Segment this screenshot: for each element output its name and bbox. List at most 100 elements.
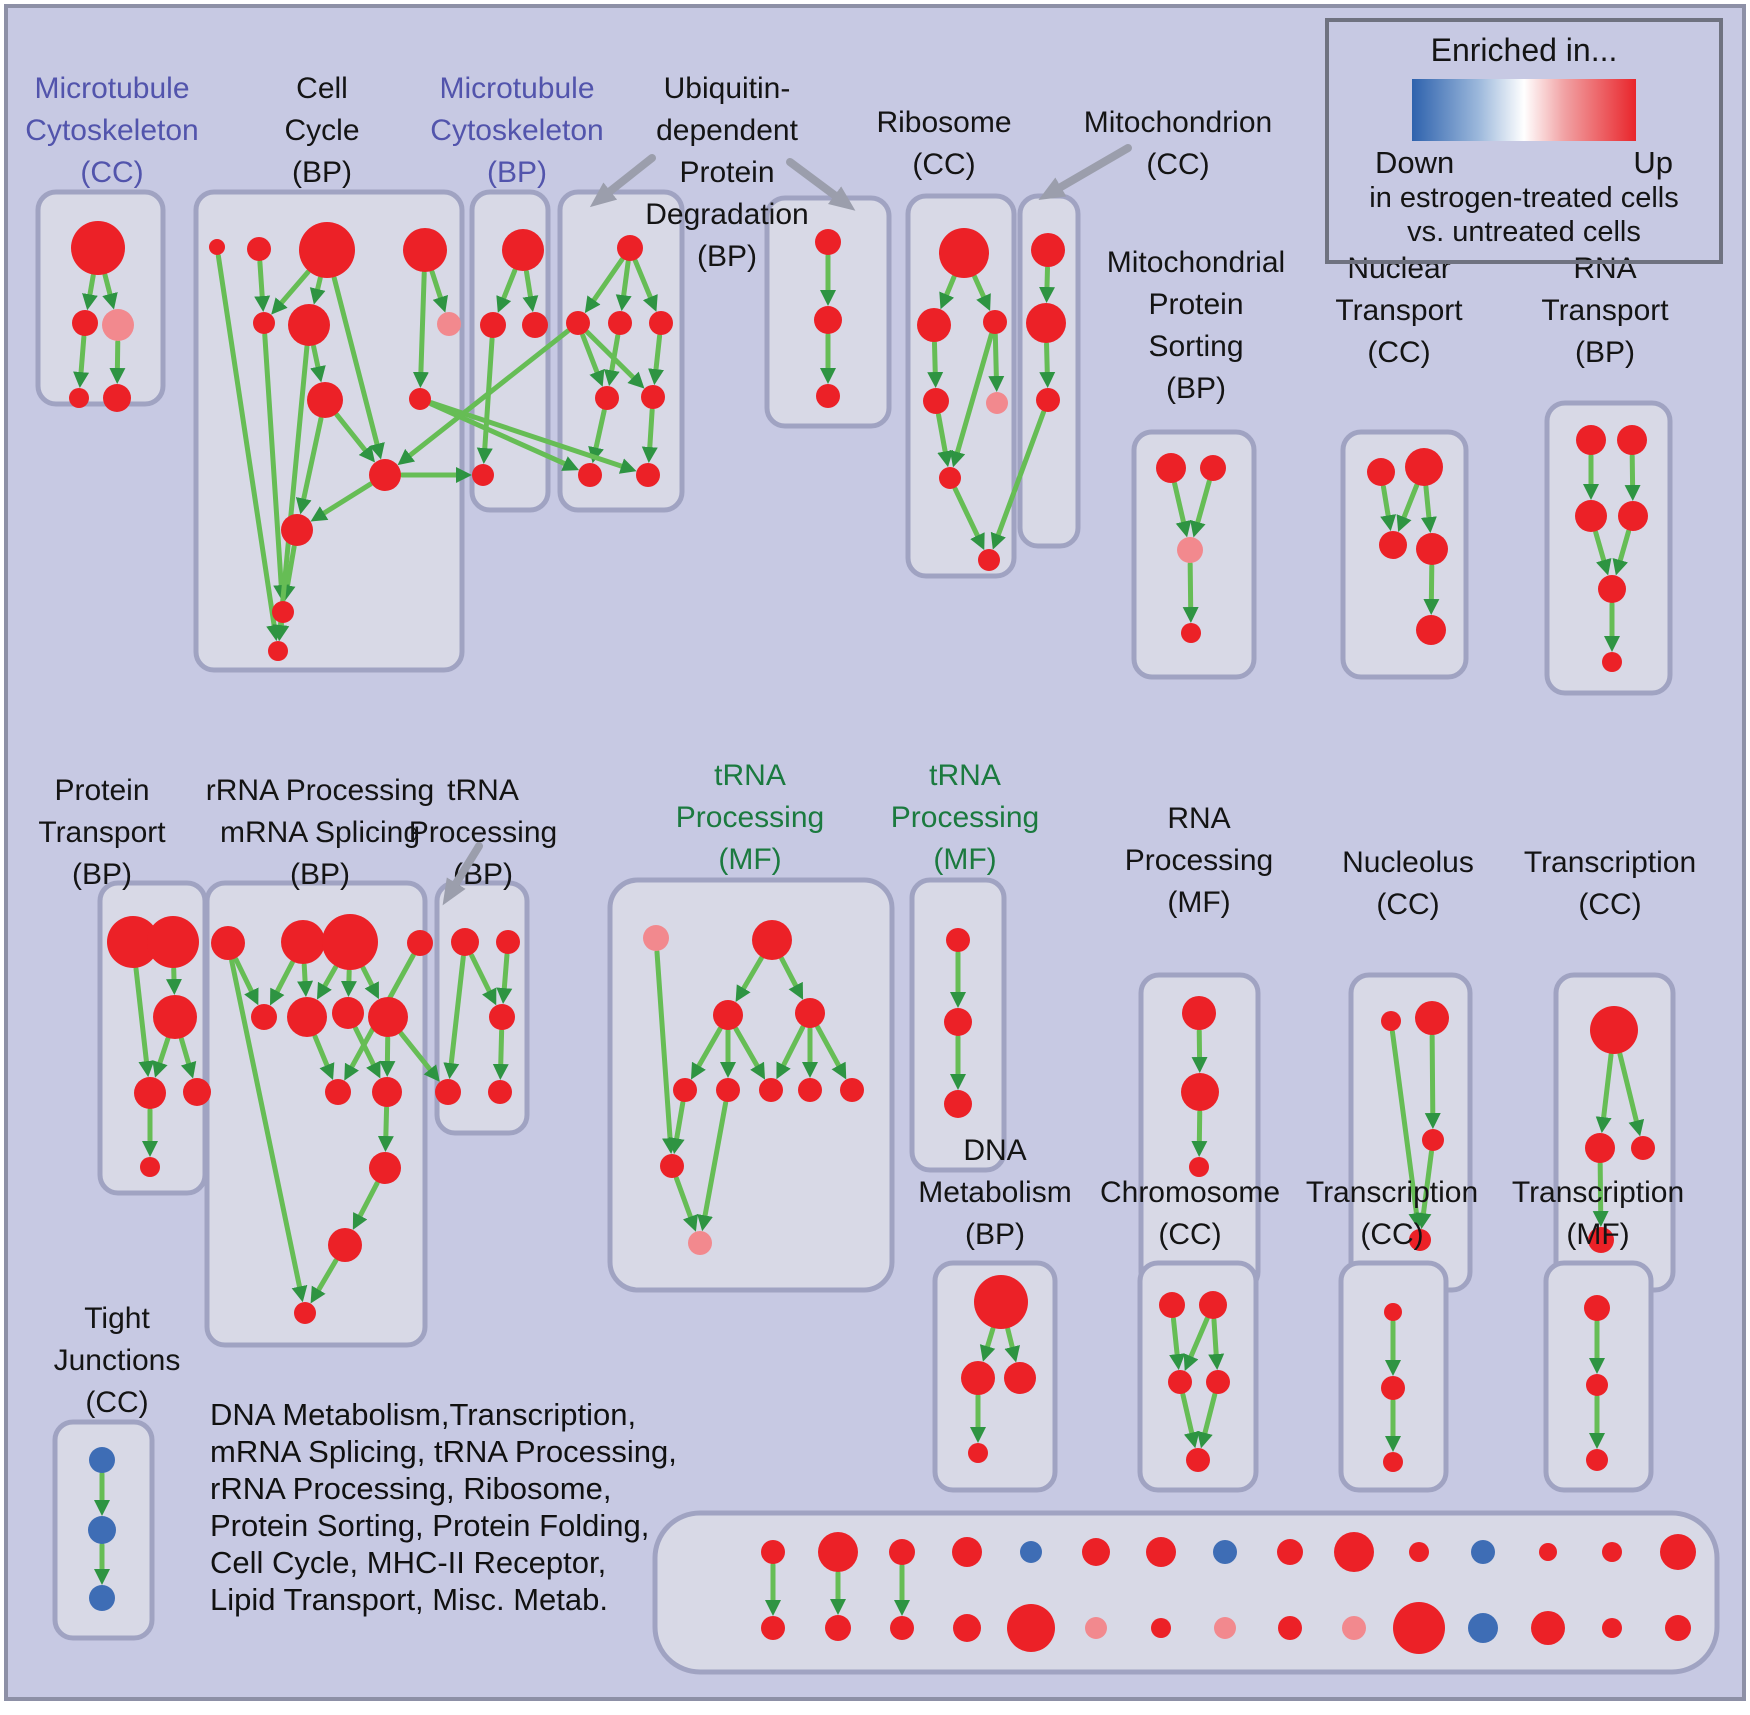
group-label-nuclear-transport: Transport	[1335, 294, 1463, 327]
go-term-node-blue	[1213, 1540, 1237, 1564]
go-term-node-red	[1181, 1073, 1219, 1111]
go-term-node-red	[183, 1078, 211, 1106]
go-term-node-red	[1189, 1157, 1209, 1177]
footnote-line: Protein Sorting, Protein Folding,	[210, 1508, 650, 1543]
relation-edge	[949, 331, 994, 468]
go-term-node-red	[798, 1078, 822, 1102]
group-box-microtubule-cc	[35, 189, 166, 407]
relation-edge	[1415, 1149, 1434, 1230]
relation-edge	[522, 269, 539, 313]
go-term-node-red	[923, 388, 949, 414]
go-term-node-red	[660, 1154, 684, 1178]
group-label-microtubule-bp: Microtubule	[439, 72, 594, 105]
relation-edge	[312, 1033, 335, 1080]
go-term-node-red	[1384, 1303, 1402, 1321]
relation-edge	[1612, 528, 1632, 576]
go-term-node-red	[761, 1540, 785, 1564]
group-label-tight-junctions: Junctions	[54, 1344, 181, 1377]
group-label-rna-processing-mf: RNA	[1167, 802, 1230, 835]
go-term-node-red	[1665, 1615, 1691, 1641]
go-term-node-red	[1416, 533, 1448, 565]
go-term-node-red	[328, 1228, 362, 1262]
group-label-cell-cycle: Cycle	[284, 114, 359, 147]
go-term-node-red	[636, 463, 660, 487]
go-term-node-red	[1531, 1611, 1565, 1645]
group-label-mito-protein-sorting: (BP)	[1166, 372, 1226, 405]
group-label-trna-processing-bp: tRNA	[447, 774, 519, 807]
go-term-node-pink	[1085, 1617, 1107, 1639]
go-term-node-red	[281, 920, 325, 964]
group-label-rna-processing-mf: (MF)	[1167, 886, 1230, 919]
go-term-node-pink	[986, 392, 1008, 414]
relation-edge	[1592, 1161, 1609, 1228]
group-label-protein-transport: (BP)	[72, 858, 132, 891]
go-term-node-red	[795, 998, 825, 1028]
group-label-trna-processing-mf-2: Processing	[891, 801, 1039, 834]
go-term-node-red	[759, 1078, 783, 1102]
go-term-node-red	[1422, 1129, 1444, 1151]
group-label-rrna-processing: rRNA Processing	[206, 774, 434, 807]
relation-edge	[233, 956, 259, 1006]
relation-edge	[779, 956, 804, 1000]
go-term-node-red	[294, 1302, 316, 1324]
go-term-node-red	[953, 1614, 981, 1642]
go-term-node-red	[288, 304, 330, 346]
group-label-trna-processing-mf-1: tRNA	[714, 759, 786, 792]
relation-edge	[632, 258, 658, 312]
go-term-node-red	[815, 229, 841, 255]
relation-edge	[398, 1030, 440, 1082]
legend-title: Enriched in...	[1430, 32, 1618, 68]
legend-up-label: Up	[1633, 145, 1673, 180]
relation-edge	[133, 966, 155, 1078]
go-term-node-red	[890, 1616, 914, 1640]
go-term-node-red	[209, 239, 225, 255]
relation-edge	[469, 952, 497, 1006]
go-term-node-red	[1409, 1229, 1431, 1251]
go-term-node-red	[1181, 623, 1201, 643]
group-label-tight-junctions: Tight	[84, 1302, 150, 1335]
callout-arrow-icon	[442, 842, 483, 906]
go-term-node-red	[814, 306, 842, 334]
go-term-node-red	[649, 311, 673, 335]
go-term-node-red	[325, 1079, 351, 1105]
go-term-node-red	[107, 916, 159, 968]
relation-edge	[654, 949, 679, 1155]
go-term-node-red	[368, 997, 408, 1037]
relation-edge	[776, 1024, 806, 1080]
relation-edge	[279, 544, 297, 602]
go-term-node-red	[1159, 1292, 1185, 1318]
go-term-node-red	[761, 1616, 785, 1640]
relation-edge	[309, 275, 326, 305]
relation-edge	[584, 257, 625, 314]
relation-edge	[352, 1180, 380, 1230]
group-label-ubiquitin-bp: Ubiquitin-	[664, 72, 791, 105]
group-label-ubiquitin-bp: (BP)	[697, 240, 757, 273]
relation-edge	[648, 333, 664, 386]
group-label-rna-processing-mf: Processing	[1125, 844, 1273, 877]
group-label-cell-cycle: (BP)	[292, 156, 352, 189]
go-term-node-red	[1206, 1370, 1230, 1394]
group-label-transcription-cc-2: (CC)	[1360, 1218, 1423, 1251]
go-term-node-red	[952, 1537, 982, 1567]
go-term-node-red	[1539, 1543, 1557, 1561]
go-term-node-red	[1031, 233, 1065, 267]
go-term-node-red	[72, 310, 98, 336]
go-term-node-red	[578, 463, 602, 487]
go-term-node-red	[1200, 455, 1226, 481]
relation-edge	[990, 409, 1047, 550]
go-term-node-red	[153, 995, 197, 1039]
group-label-ubiquitin-bp: Protein	[679, 156, 774, 189]
relation-edge	[295, 416, 324, 515]
relation-edge	[1593, 529, 1612, 576]
go-term-node-red	[1602, 652, 1622, 672]
group-label-ubiquitin-bp: dependent	[656, 114, 798, 147]
relation-edge	[988, 332, 1005, 393]
go-term-node-red	[307, 382, 343, 418]
relation-edge	[1182, 561, 1199, 624]
go-term-node-red	[496, 930, 520, 954]
relation-edge	[1396, 483, 1420, 532]
relation-edge	[979, 1326, 996, 1362]
relation-edge	[1197, 1392, 1218, 1449]
